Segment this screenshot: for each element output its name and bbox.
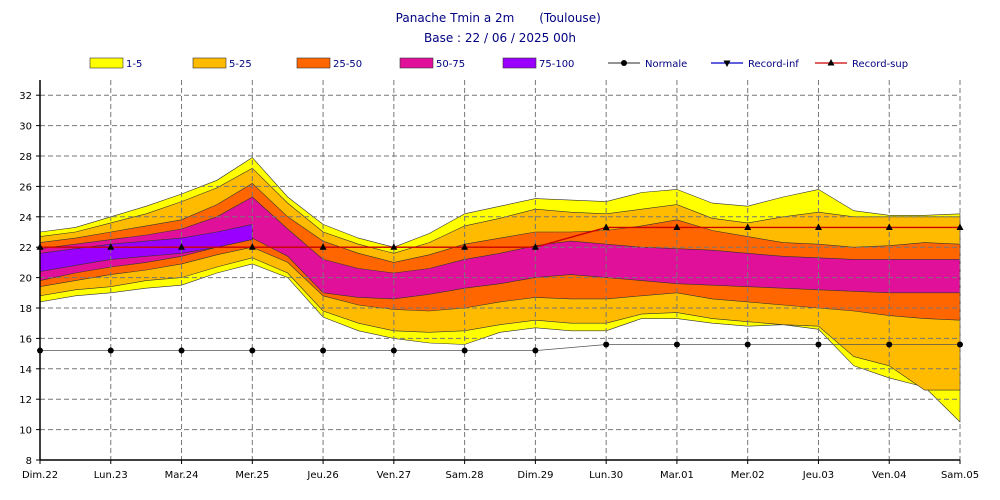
x-tick-label: Mer.02 — [731, 470, 765, 481]
marker-normale — [603, 341, 610, 348]
marker-record-sup — [248, 243, 256, 250]
y-tick-label: 16 — [19, 334, 32, 345]
y-tick-label: 26 — [19, 182, 32, 193]
marker-record-sup — [107, 243, 115, 250]
marker-normale — [107, 347, 114, 354]
y-tick-label: 20 — [19, 274, 32, 285]
x-tick-label: Ven.27 — [377, 470, 411, 481]
legend-swatch-50-75 — [399, 57, 434, 69]
marker-normale — [532, 347, 539, 354]
y-tick-label: 30 — [19, 122, 32, 133]
marker-normale — [249, 347, 256, 354]
axes: 8 10 12 14 16 18 20 22 24 26 28 30 32 Dim.22 Lun.23 Mar… — [19, 80, 979, 481]
legend-swatch-25-50 — [296, 57, 331, 69]
legend-swatch-75-100 — [502, 57, 537, 69]
marker-normale — [886, 341, 893, 348]
x-tick-label: Dim.29 — [517, 470, 553, 481]
x-tick-label: Jeu.03 — [802, 470, 834, 481]
marker-record-sup — [602, 223, 610, 230]
x-tick-label: Jeu.26 — [306, 470, 338, 481]
marker-record-sup — [885, 223, 893, 230]
legend-label-record-inf: Record-inf — [748, 59, 799, 70]
y-tick-label: 32 — [19, 91, 32, 102]
legend-label-25-50: 25-50 — [333, 59, 362, 70]
line-record-sup — [40, 226, 960, 248]
legend-swatch-5-25 — [192, 57, 227, 69]
y-tick-label: 8 — [26, 456, 32, 467]
x-tick-label: Sam.28 — [446, 470, 484, 481]
x-tick-label: Mar.24 — [165, 470, 199, 481]
band-75-100 — [39, 224, 253, 272]
x-tick-label: Lun.23 — [94, 470, 128, 481]
marker-record-sup — [956, 223, 964, 230]
marker-normale — [178, 347, 185, 354]
x-tick-label: Mer.25 — [235, 470, 269, 481]
x-tick-label: Dim.22 — [22, 470, 58, 481]
legend-marker-normale — [621, 60, 627, 66]
line-normale — [40, 344, 960, 352]
legend-marker-record-sup — [827, 59, 835, 66]
legend-label-5-25: 5-25 — [229, 59, 252, 70]
marker-normale — [815, 341, 822, 348]
y-tick-label: 24 — [19, 213, 32, 224]
x-tick-label: Sam.05 — [941, 470, 979, 481]
legend-label-75-100: 75-100 — [539, 59, 574, 70]
marker-normale — [320, 347, 327, 354]
chart-subtitle: Base : 22 / 06 / 2025 00h — [424, 31, 576, 45]
y-tick-label: 22 — [19, 243, 32, 254]
marker-record-sup — [390, 243, 398, 250]
marker-record-sup — [673, 223, 681, 230]
marker-record-sup — [178, 243, 186, 250]
y-tick-label: 10 — [19, 426, 32, 437]
chart-title: Panache Tmin a 2m — [396, 11, 515, 25]
legend-swatch-1-5 — [89, 57, 124, 69]
legend-label-50-75: 50-75 — [436, 59, 465, 70]
y-tick-label: 12 — [19, 395, 32, 406]
y-tick-label: 14 — [19, 365, 32, 376]
x-tick-label: Lun.30 — [589, 470, 623, 481]
x-tick-label: Mar.01 — [660, 470, 694, 481]
marker-normale — [673, 341, 680, 348]
marker-record-sup — [319, 243, 327, 250]
marker-record-sup — [461, 243, 469, 250]
marker-record-sup — [814, 223, 822, 230]
legend-label-normale: Normale — [645, 59, 687, 70]
y-tick-label: 28 — [19, 152, 32, 163]
y-tick-label: 18 — [19, 304, 32, 315]
marker-normale — [461, 347, 468, 354]
legend-marker-record-inf — [723, 60, 731, 67]
chart-location: (Toulouse) — [539, 11, 601, 25]
marker-normale — [957, 341, 963, 348]
marker-normale — [744, 341, 751, 348]
legend: 1-5 5-25 25-50 50-75 75-100 Normale Record-inf… — [89, 57, 908, 70]
percentile-bands — [39, 157, 961, 423]
legend-label-1-5: 1-5 — [126, 59, 142, 70]
grid — [40, 80, 961, 460]
marker-normale — [390, 347, 397, 354]
x-tick-label: Ven.04 — [872, 470, 906, 481]
marker-record-sup — [531, 243, 539, 250]
marker-record-sup — [744, 223, 752, 230]
legend-label-record-sup: Record-sup — [852, 59, 908, 70]
